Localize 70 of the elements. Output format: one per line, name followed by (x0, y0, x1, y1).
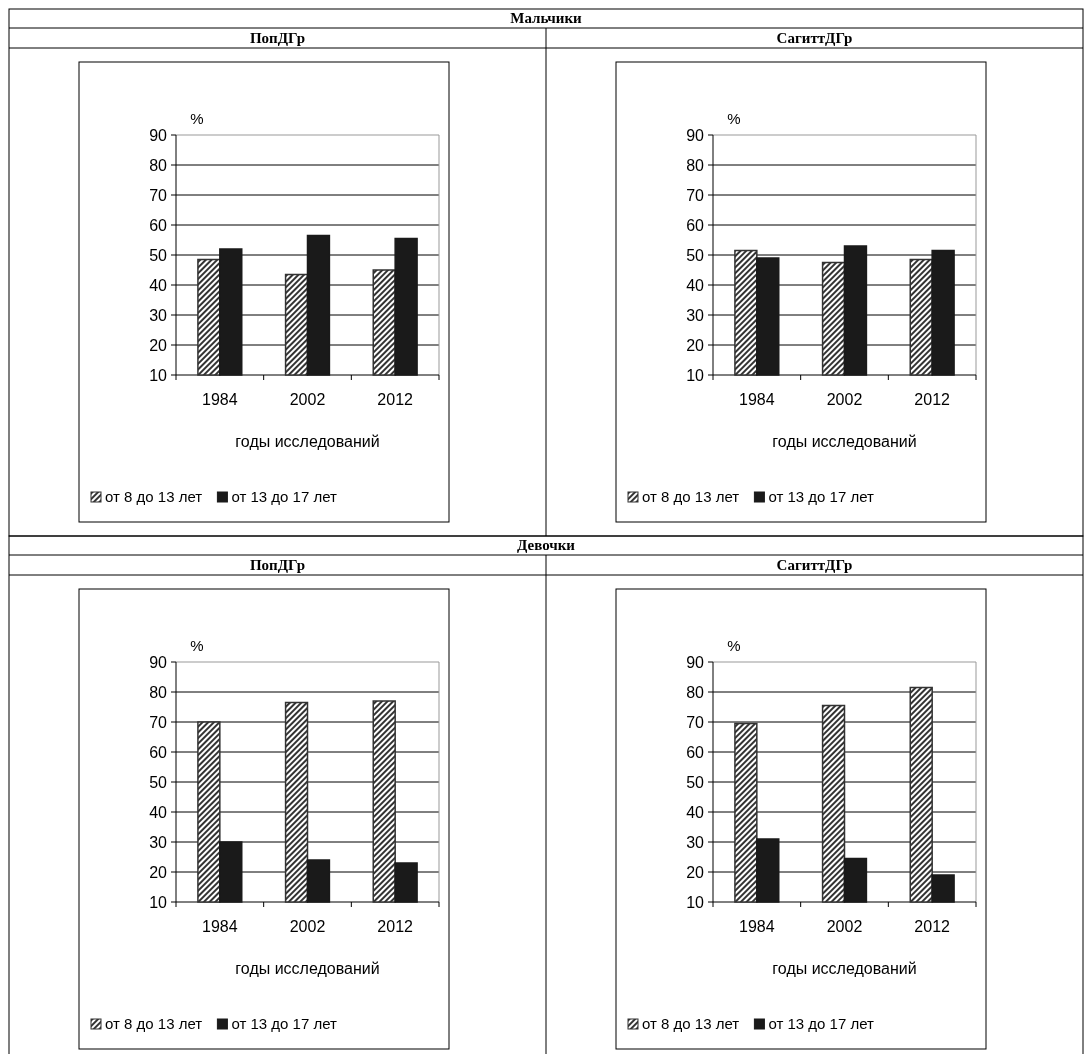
legend-label: от 13 до 17 лет (768, 1015, 875, 1033)
y-tick-label: 30 (686, 833, 705, 851)
y-tick-label: 50 (149, 773, 168, 791)
y-tick-label: 20 (149, 863, 168, 881)
y-tick-label: 50 (686, 773, 705, 791)
y-tick-label: 20 (686, 336, 705, 354)
y-tick-label: 70 (686, 186, 705, 204)
y-tick-label: 30 (149, 833, 168, 851)
y-tick-label: 90 (149, 126, 168, 144)
y-tick-label: 40 (149, 803, 168, 821)
x-tick-label: 1984 (202, 918, 238, 935)
x-tick-label: 1984 (739, 918, 775, 935)
y-tick-label: 70 (686, 713, 705, 731)
x-axis-title: годы исследований (772, 960, 917, 977)
y-tick-label: 70 (149, 186, 168, 204)
x-tick-label: 2002 (826, 918, 863, 935)
x-tick-label: 2012 (377, 391, 414, 408)
y-tick-label: 60 (149, 216, 168, 234)
legend-label: от 8 до 13 лет (105, 1015, 203, 1033)
legend-label: от 13 до 17 лет (768, 488, 875, 506)
y-tick-label: 10 (149, 366, 168, 384)
legend-label: от 8 до 13 лет (642, 488, 740, 506)
y-tick-label: 50 (149, 246, 168, 264)
y-tick-label: 80 (686, 683, 705, 701)
x-tick-label: 2002 (289, 918, 326, 935)
chart-title: СагиттДГр (776, 30, 853, 46)
y-tick-label: 10 (686, 893, 705, 911)
y-tick-label: 90 (686, 653, 705, 671)
chart-title: СагиттДГр (776, 557, 853, 573)
y-tick-label: 60 (686, 216, 705, 234)
y-tick-label: 60 (149, 743, 168, 761)
y-axis-title: % (190, 110, 204, 127)
y-tick-label: 30 (686, 306, 705, 324)
y-tick-label: 30 (149, 306, 168, 324)
x-tick-label: 2012 (914, 391, 951, 408)
legend-label: от 8 до 13 лет (642, 1015, 740, 1033)
y-tick-label: 50 (686, 246, 705, 264)
y-tick-label: 40 (149, 276, 168, 294)
text: Мальчики (510, 10, 583, 26)
legend-label: от 13 до 17 лет (231, 488, 338, 506)
x-tick-label: 2012 (377, 918, 414, 935)
x-tick-label: 2012 (914, 918, 951, 935)
y-tick-label: 20 (149, 336, 168, 354)
chart-title: ПопДГр (249, 557, 306, 573)
x-tick-label: 1984 (739, 391, 775, 408)
x-axis-title: годы исследований (772, 433, 917, 450)
x-axis-title: годы исследований (235, 960, 380, 977)
x-tick-label: 2002 (289, 391, 326, 408)
x-tick-label: 1984 (202, 391, 238, 408)
y-axis-title: % (727, 637, 741, 654)
text: Девочки (516, 537, 576, 553)
y-tick-label: 10 (686, 366, 705, 384)
y-tick-label: 90 (686, 126, 705, 144)
y-tick-label: 40 (686, 276, 705, 294)
x-tick-label: 2002 (826, 391, 863, 408)
y-tick-label: 10 (149, 893, 168, 911)
y-tick-label: 70 (149, 713, 168, 731)
legend-label: от 13 до 17 лет (231, 1015, 338, 1033)
y-tick-label: 90 (149, 653, 168, 671)
y-tick-label: 40 (686, 803, 705, 821)
y-axis-title: % (190, 637, 204, 654)
y-tick-label: 80 (686, 156, 705, 174)
y-tick-label: 20 (686, 863, 705, 881)
x-axis-title: годы исследований (235, 433, 380, 450)
y-tick-label: 60 (686, 743, 705, 761)
y-tick-label: 80 (149, 683, 168, 701)
y-axis-title: % (727, 110, 741, 127)
y-tick-label: 80 (149, 156, 168, 174)
legend-label: от 8 до 13 лет (105, 488, 203, 506)
chart-title: ПопДГр (249, 30, 306, 46)
